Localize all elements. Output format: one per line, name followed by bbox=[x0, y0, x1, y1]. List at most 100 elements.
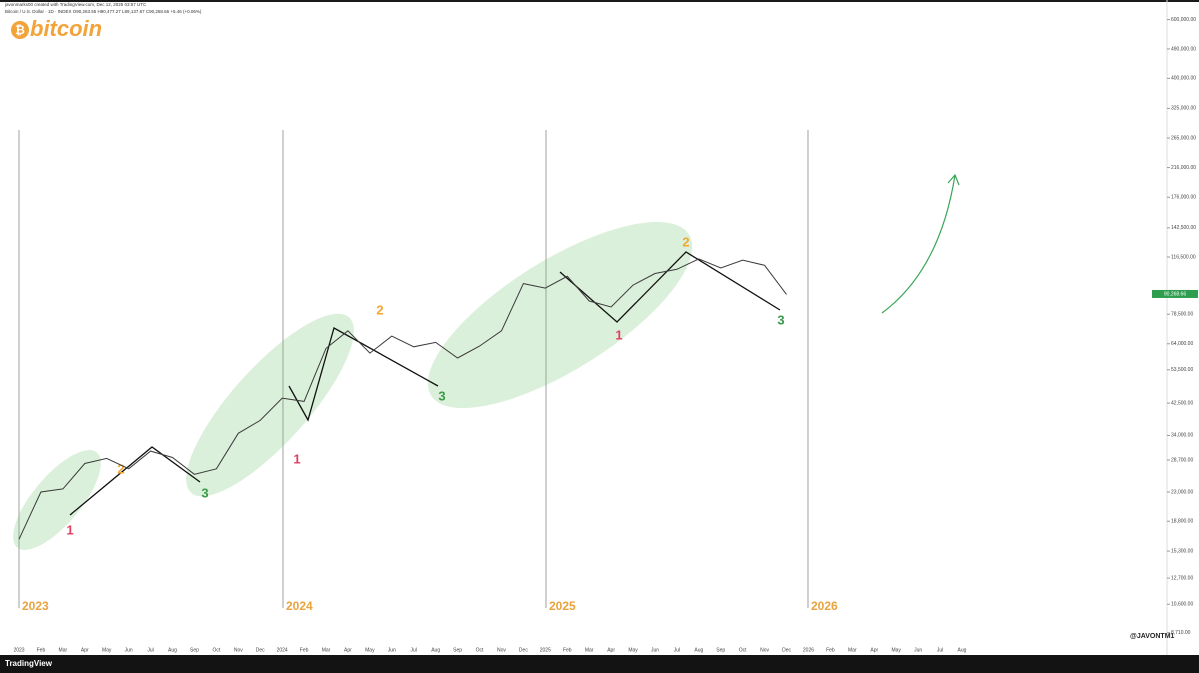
y-tick-label: 490,000.00 bbox=[1171, 46, 1196, 52]
x-tick-label: May bbox=[102, 647, 112, 653]
y-tick-label: 216,000.00 bbox=[1171, 165, 1196, 171]
y-tick-label: 600,000.00 bbox=[1171, 17, 1196, 23]
x-tick-label: Aug bbox=[694, 647, 703, 653]
y-tick-label: 64,000.00 bbox=[1171, 341, 1193, 347]
x-tick-label: Oct bbox=[212, 647, 220, 653]
x-tick-label: Feb bbox=[300, 647, 309, 653]
y-tick-label: 78,500.00 bbox=[1171, 312, 1193, 318]
x-tick-label: Apr bbox=[344, 647, 352, 653]
y-tick-label: 15,300.00 bbox=[1171, 548, 1193, 554]
y-tick-label: 18,800.00 bbox=[1171, 519, 1193, 525]
x-tick-label: Nov bbox=[760, 647, 769, 653]
wave-label: 3 bbox=[438, 388, 445, 403]
x-tick-label: Jul bbox=[147, 647, 153, 653]
projection-arrow bbox=[881, 173, 960, 314]
x-tick-label: Jul bbox=[411, 647, 417, 653]
year-label: 2023 bbox=[22, 599, 49, 613]
x-tick-label: Jul bbox=[937, 647, 943, 653]
x-tick-label: Sep bbox=[716, 647, 725, 653]
wave-label: 1 bbox=[615, 327, 622, 342]
wave-label: 1 bbox=[293, 451, 300, 466]
wave-label: 3 bbox=[777, 312, 784, 327]
channel bbox=[13, 450, 101, 550]
wave-line bbox=[288, 327, 439, 422]
x-tick-label: 2026 bbox=[803, 647, 814, 653]
logo-icon bbox=[11, 21, 29, 39]
logo-icon-b: ₿ bbox=[15, 23, 25, 37]
x-tick-label: Jun bbox=[125, 647, 133, 653]
x-tick-label: 2025 bbox=[540, 647, 551, 653]
x-tick-label: Sep bbox=[453, 647, 462, 653]
top-bar bbox=[0, 0, 1199, 2]
x-tick-label: Nov bbox=[234, 647, 243, 653]
x-tick-label: Feb bbox=[563, 647, 572, 653]
x-tick-label: Jun bbox=[388, 647, 396, 653]
waves bbox=[69, 251, 781, 516]
x-tick-label: Jun bbox=[651, 647, 659, 653]
symbol: Bitcoin / U.S. Dollar · 1D · INDEX O90,2… bbox=[5, 9, 202, 14]
x-tick-label: Mar bbox=[322, 647, 331, 653]
footer-bar bbox=[0, 655, 1199, 673]
x-tick-label: Oct bbox=[739, 647, 747, 653]
y-tick-label: 28,700.00 bbox=[1171, 457, 1193, 463]
wave-line bbox=[559, 251, 781, 323]
y-tick-label: 265,000.00 bbox=[1171, 135, 1196, 141]
x-tick-label: Aug bbox=[431, 647, 440, 653]
wave-label: 3 bbox=[201, 485, 208, 500]
last-price-label: 90,268.66 bbox=[1164, 291, 1186, 297]
logo: bitcoin bbox=[30, 16, 102, 41]
year-label: 2025 bbox=[549, 599, 576, 613]
x-tick-label: May bbox=[365, 647, 375, 653]
wave-label: 2 bbox=[376, 302, 383, 317]
x-tick-label: Nov bbox=[497, 647, 506, 653]
y-tick-label: 53,500.00 bbox=[1171, 367, 1193, 373]
wave-label: 2 bbox=[682, 234, 689, 249]
y-tick-label: 10,600.00 bbox=[1171, 602, 1193, 608]
y-tick-label: 176,000.00 bbox=[1171, 195, 1196, 201]
wave-line bbox=[69, 446, 201, 516]
footer: TradingView bbox=[5, 659, 53, 668]
x-tick-label: May bbox=[891, 647, 901, 653]
x-tick-label: May bbox=[628, 647, 638, 653]
x-tick-label: Jun bbox=[914, 647, 922, 653]
x-tick-label: Aug bbox=[168, 647, 177, 653]
channels bbox=[13, 221, 693, 550]
watermark: @JAVONTM1 bbox=[1130, 633, 1175, 640]
x-tick-label: Apr bbox=[81, 647, 89, 653]
y-tick-label: 116,500.00 bbox=[1171, 254, 1196, 260]
wave-label: 1 bbox=[66, 522, 73, 537]
channel bbox=[427, 221, 693, 409]
y-tick-label: 8,710.00 bbox=[1171, 630, 1191, 636]
y-tick-label: 400,000.00 bbox=[1171, 76, 1196, 82]
x-tick-label: Sep bbox=[190, 647, 199, 653]
y-tick-label: 42,500.00 bbox=[1171, 400, 1193, 406]
last-price-marker bbox=[1152, 289, 1198, 298]
wave-label: 2 bbox=[117, 461, 124, 476]
x-tick-label: Mar bbox=[848, 647, 857, 653]
year-lines bbox=[18, 130, 809, 608]
x-tick-label: Jul bbox=[674, 647, 680, 653]
y-tick-label: 34,000.00 bbox=[1171, 433, 1193, 439]
x-tick-label: Oct bbox=[476, 647, 484, 653]
x-tick-label: Dec bbox=[782, 647, 791, 653]
credit: javonmarks00 created with TradingView.co… bbox=[4, 2, 147, 7]
year-label: 2026 bbox=[811, 599, 838, 613]
x-tick-label: Apr bbox=[607, 647, 615, 653]
y-tick-label: 23,000.00 bbox=[1171, 489, 1193, 495]
x-tick-label: Mar bbox=[585, 647, 594, 653]
x-tick-label: Apr bbox=[870, 647, 878, 653]
y-tick-label: 142,500.00 bbox=[1171, 225, 1196, 231]
x-tick-label: Mar bbox=[59, 647, 68, 653]
x-tick-label: Dec bbox=[256, 647, 265, 653]
channel bbox=[186, 313, 354, 497]
y-tick-label: 325,000.00 bbox=[1171, 106, 1196, 112]
year-label: 2024 bbox=[286, 599, 313, 613]
price-line bbox=[18, 258, 787, 540]
x-tick-label: Feb bbox=[826, 647, 835, 653]
x-tick-label: 2024 bbox=[277, 647, 288, 653]
x-tick-label: 2023 bbox=[13, 647, 24, 653]
x-tick-label: Feb bbox=[37, 647, 46, 653]
x-tick-label: Dec bbox=[519, 647, 528, 653]
y-tick-label: 12,700.00 bbox=[1171, 575, 1193, 581]
